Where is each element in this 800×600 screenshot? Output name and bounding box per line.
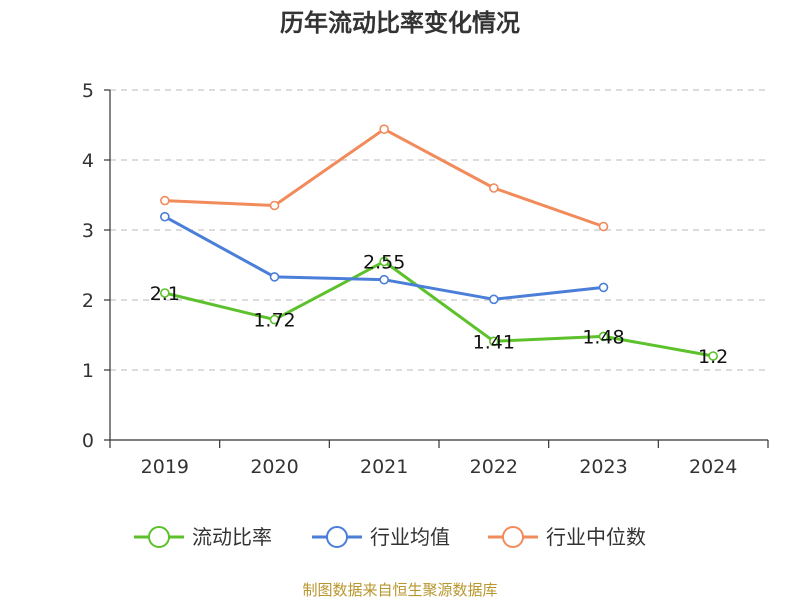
data-point	[598, 331, 609, 342]
x-tick-label: 2023	[579, 456, 627, 478]
legend-item-0[interactable]: 流动比率	[134, 525, 272, 549]
axes: 0 1 2 3 4 5 2019 2020 2021 2022 2023 2024	[82, 80, 769, 478]
legend-marker-icon	[502, 526, 524, 548]
data-point	[379, 256, 389, 267]
data-point	[489, 294, 499, 305]
y-tick-label: 0	[82, 430, 94, 452]
data-label: 1.72	[253, 310, 295, 332]
data-label: 1.2	[698, 346, 728, 368]
series-2	[160, 124, 609, 232]
y-tick-label: 5	[82, 80, 94, 102]
legend-label: 流动比率	[192, 525, 272, 549]
data-point	[598, 221, 609, 232]
series-1	[160, 211, 609, 305]
data-label: 2.1	[150, 283, 180, 305]
data-point	[160, 211, 170, 222]
y-tick-label: 2	[82, 290, 94, 312]
legend-label: 行业中位数	[546, 525, 646, 549]
y-tick-label: 1	[82, 360, 94, 382]
source-note: 制图数据来自恒生聚源数据库	[302, 581, 497, 599]
legend-item-1[interactable]: 行业均值	[312, 525, 450, 549]
data-point	[269, 200, 280, 211]
data-point	[269, 272, 280, 282]
data-point	[598, 282, 609, 293]
data-point	[379, 124, 389, 134]
x-tick-label: 2021	[360, 456, 408, 478]
x-tick-label: 2019	[141, 456, 189, 478]
data-point	[160, 195, 170, 206]
data-labels: 2.1 1.72 2.55 1.41 1.48 1.2	[150, 252, 729, 369]
y-tick-label: 4	[82, 150, 94, 172]
series-line	[164, 260, 714, 358]
data-point	[489, 336, 499, 347]
data-label: 1.41	[473, 331, 515, 353]
data-label: 1.48	[582, 326, 624, 348]
data-point	[379, 274, 389, 285]
legend-label: 行业均值	[370, 525, 450, 549]
y-tick-label: 3	[82, 220, 94, 242]
legend: 流动比率 行业均值 行业中位数	[134, 525, 646, 549]
data-point	[160, 288, 170, 298]
data-point	[489, 183, 499, 193]
series-layer	[160, 124, 718, 361]
legend-marker-icon	[148, 526, 170, 548]
legend-marker-icon	[326, 526, 348, 548]
x-tick-label: 2020	[250, 456, 298, 478]
data-label: 2.55	[363, 252, 405, 274]
data-point	[269, 314, 280, 325]
grid-lines	[110, 89, 768, 371]
series-line	[164, 127, 604, 228]
x-tick-label: 2024	[689, 456, 737, 478]
legend-item-2[interactable]: 行业中位数	[488, 525, 646, 549]
x-tick-label: 2022	[470, 456, 518, 478]
series-0	[160, 256, 718, 361]
chart-title: 历年流动比率变化情况	[280, 9, 520, 37]
data-point	[708, 351, 718, 361]
